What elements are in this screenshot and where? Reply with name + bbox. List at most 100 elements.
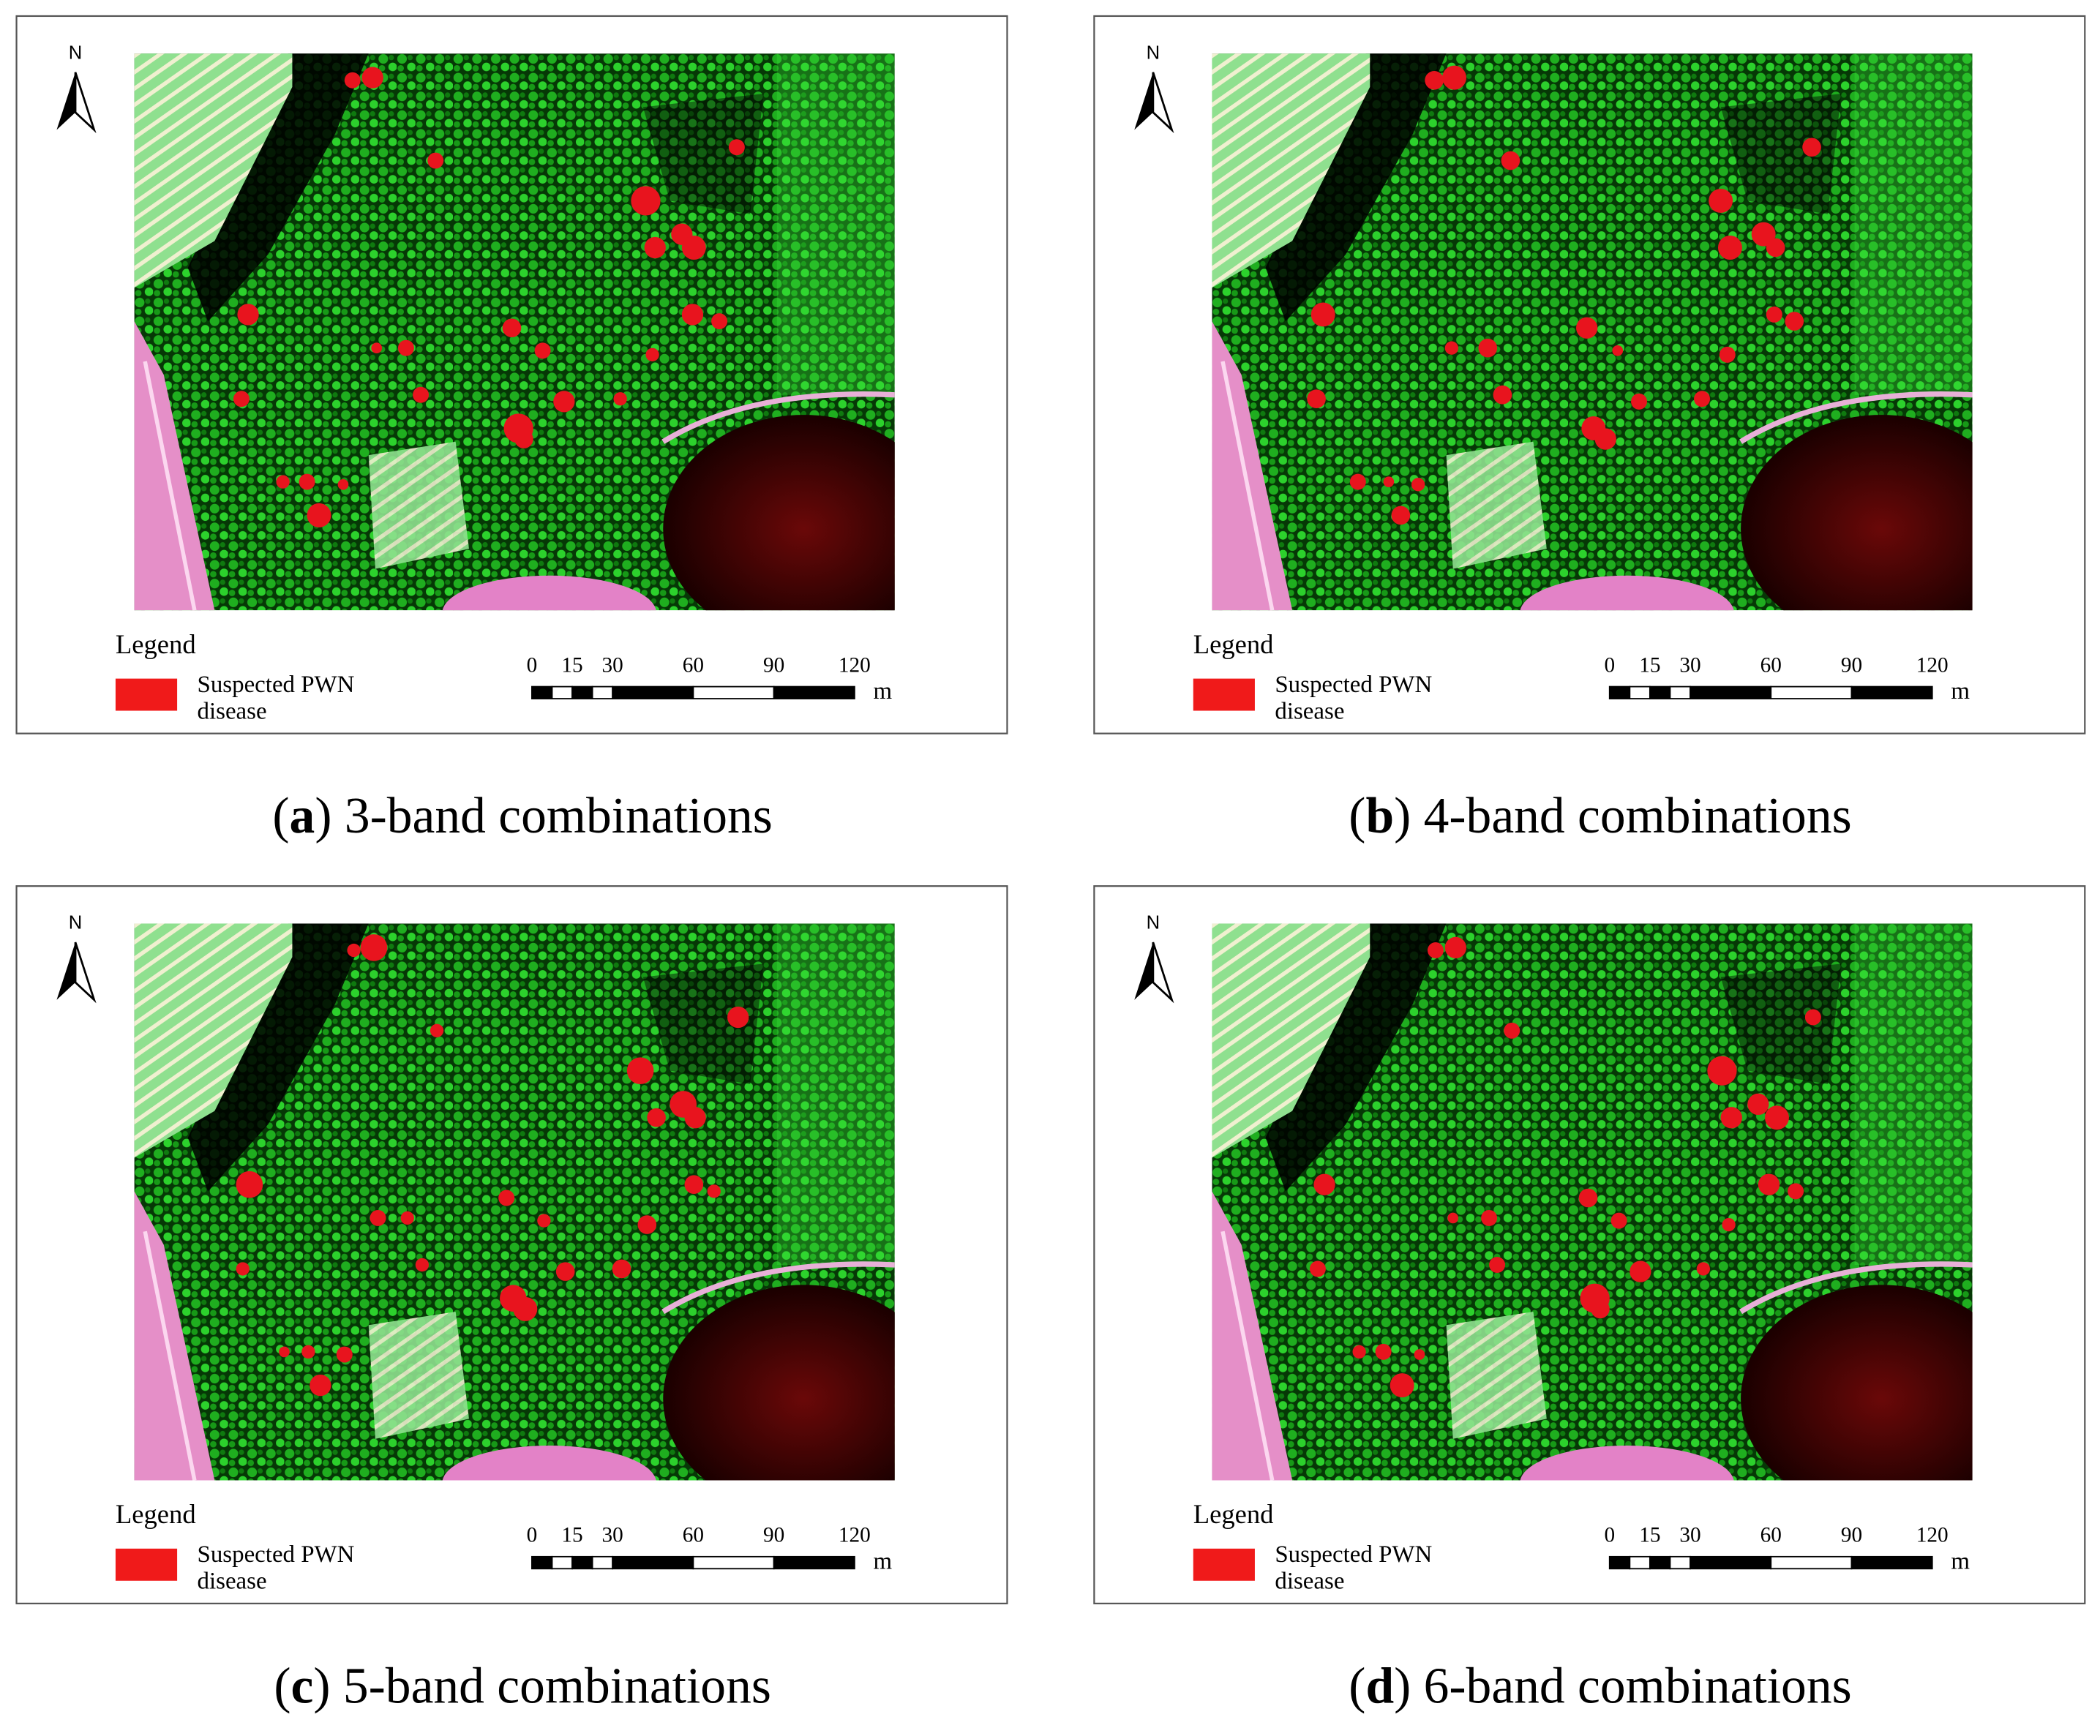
pond-bank [661,1261,895,1315]
disease-patch [1631,393,1648,410]
disease-patch [1310,302,1335,327]
caption: (b) 4-band combinations [1349,788,1851,844]
disease-patch [1765,1105,1789,1130]
map-image [134,53,895,611]
disease-patch [233,391,250,407]
scale-tick-label: 0 [1604,1524,1615,1547]
scale-tick-label: 60 [1760,1524,1782,1547]
caption-label: b [1365,788,1394,844]
disease-patch [498,1190,515,1206]
disease-patch [413,386,430,403]
disease-patch [645,347,659,361]
scale-tick-label: 30 [602,1524,623,1547]
disease-patch [1766,306,1782,323]
dark-gap [1720,94,1842,214]
disease-patch [400,1211,414,1225]
scale-tick-label: 60 [683,1524,704,1547]
caption-open: ( [272,788,289,844]
disease-patch [555,1262,575,1281]
disease-patch [1444,936,1467,958]
scale-segment [571,685,593,699]
map-image [1212,923,1973,1481]
scale-tick-label: 0 [527,653,538,677]
scale-tick-label: 120 [1916,653,1949,677]
disease-patch [1390,1373,1414,1398]
disease-patch [1427,942,1444,958]
disease-patch [1802,138,1821,157]
caption-open: ( [274,1658,290,1714]
dark-gap [1720,963,1842,1084]
legend-item: Suspected PWN [198,1541,355,1568]
legend-title: Legend [116,1499,196,1529]
farm-fields [1212,923,1370,1158]
disease-patch [613,392,627,406]
garden-plots [1446,1312,1547,1439]
pond-bank [661,391,895,444]
scale-tick-label: 15 [561,653,582,677]
disease-patch [514,429,533,448]
dark-gap [1265,53,1447,322]
legend-item: disease [1275,1568,1344,1595]
scale-tick-label: 90 [1841,653,1862,677]
scale-unit: m [1951,678,1970,704]
farm-fields [134,53,293,288]
scale-segment [1770,685,1853,699]
disease-patch [1493,385,1512,405]
pink-field [442,575,656,611]
dark-gap [642,963,764,1084]
legend-swatch [115,1548,178,1581]
scale-tick-label: 90 [763,1524,784,1547]
scale-tick-label: 0 [527,1524,538,1547]
disease-patch [711,313,728,330]
legend-item: Suspected PWN [1275,672,1432,698]
scale-segment [1770,1555,1853,1570]
road-line [1220,361,1275,611]
disease-patch [336,1346,353,1363]
scale-segment [1629,1555,1651,1570]
scale-tick-label: 15 [1639,653,1660,677]
disease-patch [1804,1009,1821,1026]
disease-patch [337,478,349,490]
disease-patch [1411,478,1425,492]
forest-light [776,53,895,395]
disease-patch [1766,238,1785,258]
disease-patch [370,1209,386,1226]
disease-patch [310,1375,331,1397]
caption-text: ) 3-band combinations [315,788,773,844]
pond [663,415,895,611]
disease-patch [307,503,331,527]
disease-patch [430,1023,444,1037]
disease-patch [427,152,444,169]
disease-patch [684,1107,706,1129]
caption-label: a [290,788,315,844]
caption: (d) 6-band combinations [1349,1658,1851,1714]
disease-patch [1504,1022,1520,1039]
disease-patch [236,1171,263,1198]
caption-open: ( [1349,788,1365,844]
caption: (a) 3-band combinations [272,788,772,844]
road [1212,321,1293,611]
disease-patch [1444,341,1459,355]
scale-segment [692,685,775,699]
road [134,1191,215,1481]
scale-tick-label: 120 [839,1524,871,1547]
scale-segment [1690,685,1772,699]
north-arrow-left [1134,72,1153,130]
disease-patch [612,1259,631,1279]
disease-patch [1717,236,1742,260]
disease-patch [502,318,522,338]
dark-gap [187,53,369,322]
north-label: N [69,913,83,933]
dark-gap [187,923,369,1192]
north-arrow-right [74,942,97,1004]
forest-light [776,923,895,1265]
scale-tick-label: 30 [1679,1524,1700,1547]
forest-light [1854,53,1973,395]
scale-tick-label: 120 [1916,1524,1949,1547]
disease-patch [1707,1056,1737,1086]
legend-title: Legend [1193,629,1274,659]
scale-tick-label: 60 [683,653,704,677]
scale-tick-label: 90 [1841,1524,1862,1547]
